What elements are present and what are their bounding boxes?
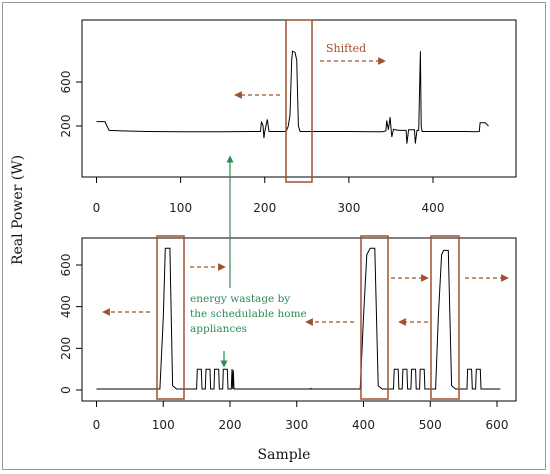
bottom-x-tick-label-400: 400 bbox=[352, 418, 375, 432]
energy-wastage-annotation: energy wastage by the schedulable home a… bbox=[186, 155, 307, 368]
figure-frame bbox=[2, 2, 546, 470]
top-x-tick-label-100: 100 bbox=[169, 201, 192, 215]
top-y-tick-label-200: 200 bbox=[59, 115, 73, 138]
bottom-y-tick-label-600: 600 bbox=[59, 254, 73, 277]
bottom-x-tick-label-100: 100 bbox=[152, 418, 175, 432]
x-axis-title: Sample bbox=[258, 447, 311, 463]
bottom-series-line bbox=[96, 247, 501, 390]
wastage-line-1: energy wastage by bbox=[190, 293, 290, 305]
bottom-x-tick-label-300: 300 bbox=[285, 418, 308, 432]
top-plot-box bbox=[81, 19, 517, 178]
bottom-plot-box bbox=[81, 237, 517, 402]
bottom-y-tick-label-0: 0 bbox=[59, 386, 73, 394]
top-x-tick-label-0: 0 bbox=[93, 201, 101, 215]
bottom-highlight-box-2 bbox=[360, 235, 389, 400]
bottom-ticks: 0 100 200 300 400 500 600 0 200 400 600 bbox=[59, 254, 508, 432]
wastage-line-2: the schedulable home bbox=[190, 308, 307, 320]
top-highlight-box bbox=[285, 19, 313, 183]
top-series-line bbox=[96, 50, 489, 144]
wastage-label-bg bbox=[186, 289, 298, 347]
shifted-label: Shifted bbox=[326, 42, 366, 55]
bottom-highlight-box-3 bbox=[430, 235, 460, 400]
wastage-line-3: appliances bbox=[190, 323, 247, 335]
top-x-tick-label-200: 200 bbox=[253, 201, 276, 215]
y-axis-title: Real Power (W) bbox=[10, 155, 26, 265]
bottom-x-tick-label-600: 600 bbox=[486, 418, 509, 432]
top-y-tick-label-600: 600 bbox=[59, 71, 73, 94]
bottom-y-tick-label-200: 200 bbox=[59, 337, 73, 360]
top-x-tick-label-300: 300 bbox=[337, 201, 360, 215]
bottom-x-tick-label-500: 500 bbox=[419, 418, 442, 432]
bottom-y-tick-label-400: 400 bbox=[59, 295, 73, 318]
bottom-x-tick-label-200: 200 bbox=[219, 418, 242, 432]
bottom-panel: 0 100 200 300 400 500 600 0 200 400 600 bbox=[59, 235, 517, 432]
bottom-x-tick-label-0: 0 bbox=[93, 418, 101, 432]
top-panel: 0 100 200 300 400 200 600 Shifted bbox=[59, 19, 517, 215]
top-ticks: 0 100 200 300 400 200 600 bbox=[59, 71, 444, 215]
bottom-highlight-box-1 bbox=[156, 235, 185, 400]
top-x-tick-label-400: 400 bbox=[422, 201, 445, 215]
